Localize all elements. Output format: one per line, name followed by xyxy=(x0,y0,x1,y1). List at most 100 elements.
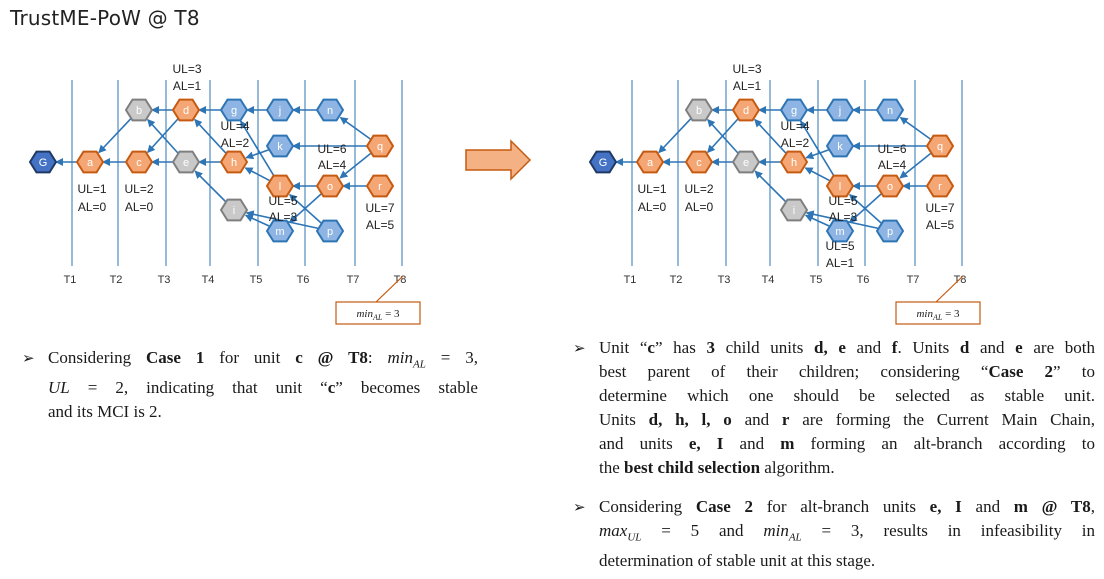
unit-node-m: m xyxy=(265,219,295,243)
svg-text:h: h xyxy=(231,157,237,169)
unit-node-l: l xyxy=(825,174,855,198)
unit-node-i: i xyxy=(779,198,809,222)
time-label: T3 xyxy=(158,274,171,286)
svg-text:o: o xyxy=(327,181,333,193)
time-label: T2 xyxy=(110,274,123,286)
diagram-canvas: T1 T2 T3 T4 T5 T6 T7 T8 G a c b d e h g i j k l m n o p q r UL=1 AL… xyxy=(28,62,981,325)
right-arrow-icon xyxy=(465,139,532,181)
time-label: T2 xyxy=(670,274,683,286)
text-line: best parent of their children; consideri… xyxy=(599,362,1095,381)
right-dag-panel: T1 T2 T3 T4 T5 T6 T7 T8 G a c b d e h g i j k l m n o p q r UL=1 AL… xyxy=(588,62,981,325)
edge-k-h xyxy=(245,149,269,160)
level-label: AL=5 xyxy=(366,218,395,232)
edge-h-d xyxy=(754,118,787,154)
edge-e-b xyxy=(147,118,179,154)
unit-node-a: a xyxy=(75,150,105,174)
time-label: T4 xyxy=(762,274,775,286)
text-line: and units e, I and m forming an alt-bran… xyxy=(599,434,1096,453)
edge-l-h xyxy=(244,167,270,182)
edge-b-a xyxy=(658,118,692,154)
time-label: T8 xyxy=(954,274,967,286)
svg-text:l: l xyxy=(839,181,841,193)
level-label: AL=3 xyxy=(829,210,858,224)
unit-node-a: a xyxy=(635,150,665,174)
edge-q-n xyxy=(339,116,371,140)
text-line: Units d, h, l, o and r are forming the C… xyxy=(599,410,1095,429)
unit-node-b: b xyxy=(684,98,714,122)
level-label: UL=6 xyxy=(877,142,906,156)
unit-node-e: e xyxy=(171,150,201,174)
svg-text:a: a xyxy=(647,157,654,169)
edge-k-h xyxy=(805,149,829,160)
svg-text:i: i xyxy=(233,205,235,217)
time-label: T3 xyxy=(718,274,731,286)
edge-i-e xyxy=(754,170,787,203)
svg-text:r: r xyxy=(938,181,942,193)
svg-text:p: p xyxy=(327,226,333,238)
transition-arrow xyxy=(465,139,532,181)
svg-text:e: e xyxy=(743,157,749,169)
svg-text:j: j xyxy=(278,105,281,117)
level-label: UL=3 xyxy=(732,62,761,76)
time-label: T8 xyxy=(394,274,407,286)
left-dag-panel: T1 T2 T3 T4 T5 T6 T7 T8 G a c b d e h g i j k l m n o p q r UL=1 AL… xyxy=(28,62,421,325)
time-label: T6 xyxy=(857,274,870,286)
min-al-callout xyxy=(895,301,981,325)
level-label: UL=4 xyxy=(220,119,249,133)
level-label: AL=3 xyxy=(269,210,298,224)
unit-node-j: j xyxy=(825,98,855,122)
unit-node-i: i xyxy=(219,198,249,222)
svg-text:c: c xyxy=(136,157,142,169)
level-label: UL=7 xyxy=(925,201,954,215)
edge-l-g xyxy=(800,120,835,177)
time-label: T7 xyxy=(347,274,360,286)
level-label: UL=1 xyxy=(77,182,106,196)
svg-text:d: d xyxy=(183,105,189,117)
level-label: AL=4 xyxy=(878,158,907,172)
unit-node-q: q xyxy=(925,134,955,158)
svg-text:r: r xyxy=(378,181,382,193)
level-label: UL=1 xyxy=(637,182,666,196)
svg-text:G: G xyxy=(599,157,608,169)
arrow-bullet-icon: ➢ xyxy=(573,498,586,516)
edge-l-g xyxy=(240,120,275,177)
unit-node-d: d xyxy=(171,98,201,122)
level-label: AL=2 xyxy=(781,136,810,150)
level-label: AL=5 xyxy=(926,218,955,232)
unit-node-c: c xyxy=(684,150,714,174)
unit-node-n: n xyxy=(315,98,345,122)
unit-node-G: G xyxy=(28,150,58,174)
time-label: T6 xyxy=(297,274,310,286)
unit-node-d: d xyxy=(731,98,761,122)
edge-b-a xyxy=(98,118,132,154)
svg-text:g: g xyxy=(231,105,237,117)
edge-i-e xyxy=(194,170,227,203)
svg-text:m: m xyxy=(275,226,284,238)
svg-text:i: i xyxy=(793,205,795,217)
svg-text:k: k xyxy=(277,141,283,153)
right-explanation-1: ➢ Unit “c” has 3 child units d, e and f.… xyxy=(573,336,1096,480)
level-label: UL=5 xyxy=(825,239,854,253)
svg-text:j: j xyxy=(838,105,841,117)
time-label: T7 xyxy=(907,274,920,286)
level-label: AL=1 xyxy=(826,256,855,270)
edge-o-m xyxy=(288,193,322,223)
min-al-text: minAL = 3 xyxy=(916,308,960,322)
svg-text:d: d xyxy=(743,105,749,117)
text-line: maxUL = 5 and minAL = 3, results in infe… xyxy=(599,521,1095,544)
callout-pointer xyxy=(935,275,964,303)
unit-node-g: g xyxy=(219,98,249,122)
unit-node-j: j xyxy=(265,98,295,122)
level-label: UL=7 xyxy=(365,201,394,215)
edge-q-o xyxy=(339,152,372,179)
svg-text:g: g xyxy=(791,105,797,117)
svg-text:e: e xyxy=(183,157,189,169)
unit-node-c: c xyxy=(124,150,154,174)
svg-text:h: h xyxy=(791,157,797,169)
level-label: AL=4 xyxy=(318,158,347,172)
time-label: T1 xyxy=(624,274,637,286)
level-label: UL=2 xyxy=(684,182,713,196)
svg-text:p: p xyxy=(887,226,893,238)
level-label: AL=1 xyxy=(173,79,202,93)
text-line: determination of stable unit at this sta… xyxy=(599,551,876,571)
